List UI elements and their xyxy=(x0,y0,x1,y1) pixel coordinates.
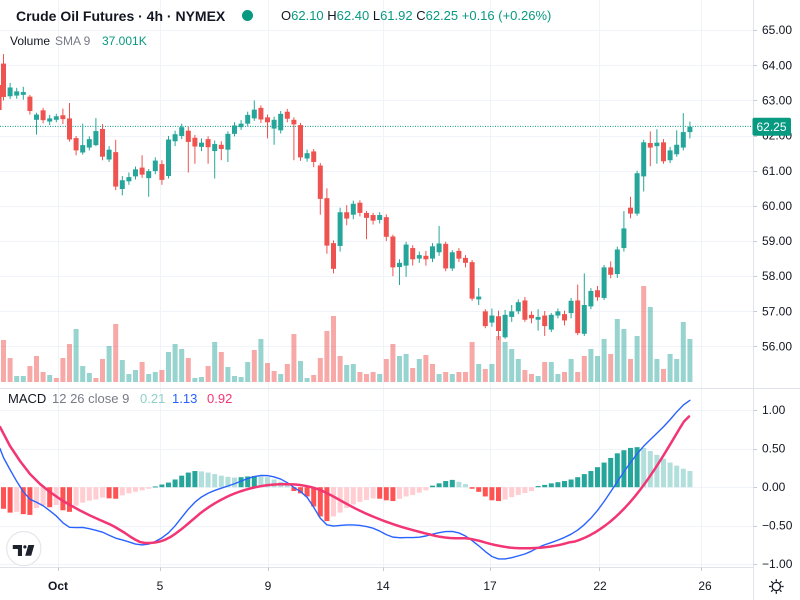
svg-text:1.13: 1.13 xyxy=(172,391,197,406)
svg-text:17: 17 xyxy=(483,579,497,593)
svg-text:56.00: 56.00 xyxy=(762,339,792,353)
svg-text:−0.50: −0.50 xyxy=(762,519,793,533)
svg-text:Oct: Oct xyxy=(48,579,68,593)
svg-text:57.00: 57.00 xyxy=(762,304,792,318)
svg-text:MACD: MACD xyxy=(8,391,46,406)
svg-text:37.001K: 37.001K xyxy=(102,34,147,48)
svg-text:5: 5 xyxy=(157,579,164,593)
svg-text:26: 26 xyxy=(698,579,712,593)
svg-text:SMA 9: SMA 9 xyxy=(55,34,91,48)
svg-text:64.00: 64.00 xyxy=(762,58,792,72)
svg-text:65.00: 65.00 xyxy=(762,23,792,37)
svg-text:62.25: 62.25 xyxy=(756,120,786,134)
svg-text:60.00: 60.00 xyxy=(762,199,792,213)
svg-text:12 26 close 9: 12 26 close 9 xyxy=(52,391,129,406)
svg-text:Volume: Volume xyxy=(10,34,50,48)
svg-text:58.00: 58.00 xyxy=(762,269,792,283)
svg-text:−1.00: −1.00 xyxy=(762,557,793,571)
svg-text:9: 9 xyxy=(265,579,272,593)
svg-text:1.00: 1.00 xyxy=(762,403,786,417)
svg-text:O62.10 H62.40 L61.92 C62.25 +0: O62.10 H62.40 L61.92 C62.25 +0.16 (+0.26… xyxy=(281,8,551,23)
svg-text:61.00: 61.00 xyxy=(762,164,792,178)
svg-text:Crude Oil Futures · 4h · NYMEX: Crude Oil Futures · 4h · NYMEX xyxy=(16,8,226,24)
svg-text:59.00: 59.00 xyxy=(762,234,792,248)
svg-text:0.50: 0.50 xyxy=(762,442,786,456)
svg-text:0.00: 0.00 xyxy=(762,480,786,494)
svg-text:0.21: 0.21 xyxy=(140,391,165,406)
svg-text:22: 22 xyxy=(593,579,607,593)
svg-text:63.00: 63.00 xyxy=(762,93,792,107)
svg-text:14: 14 xyxy=(376,579,390,593)
svg-text:0.92: 0.92 xyxy=(207,391,232,406)
